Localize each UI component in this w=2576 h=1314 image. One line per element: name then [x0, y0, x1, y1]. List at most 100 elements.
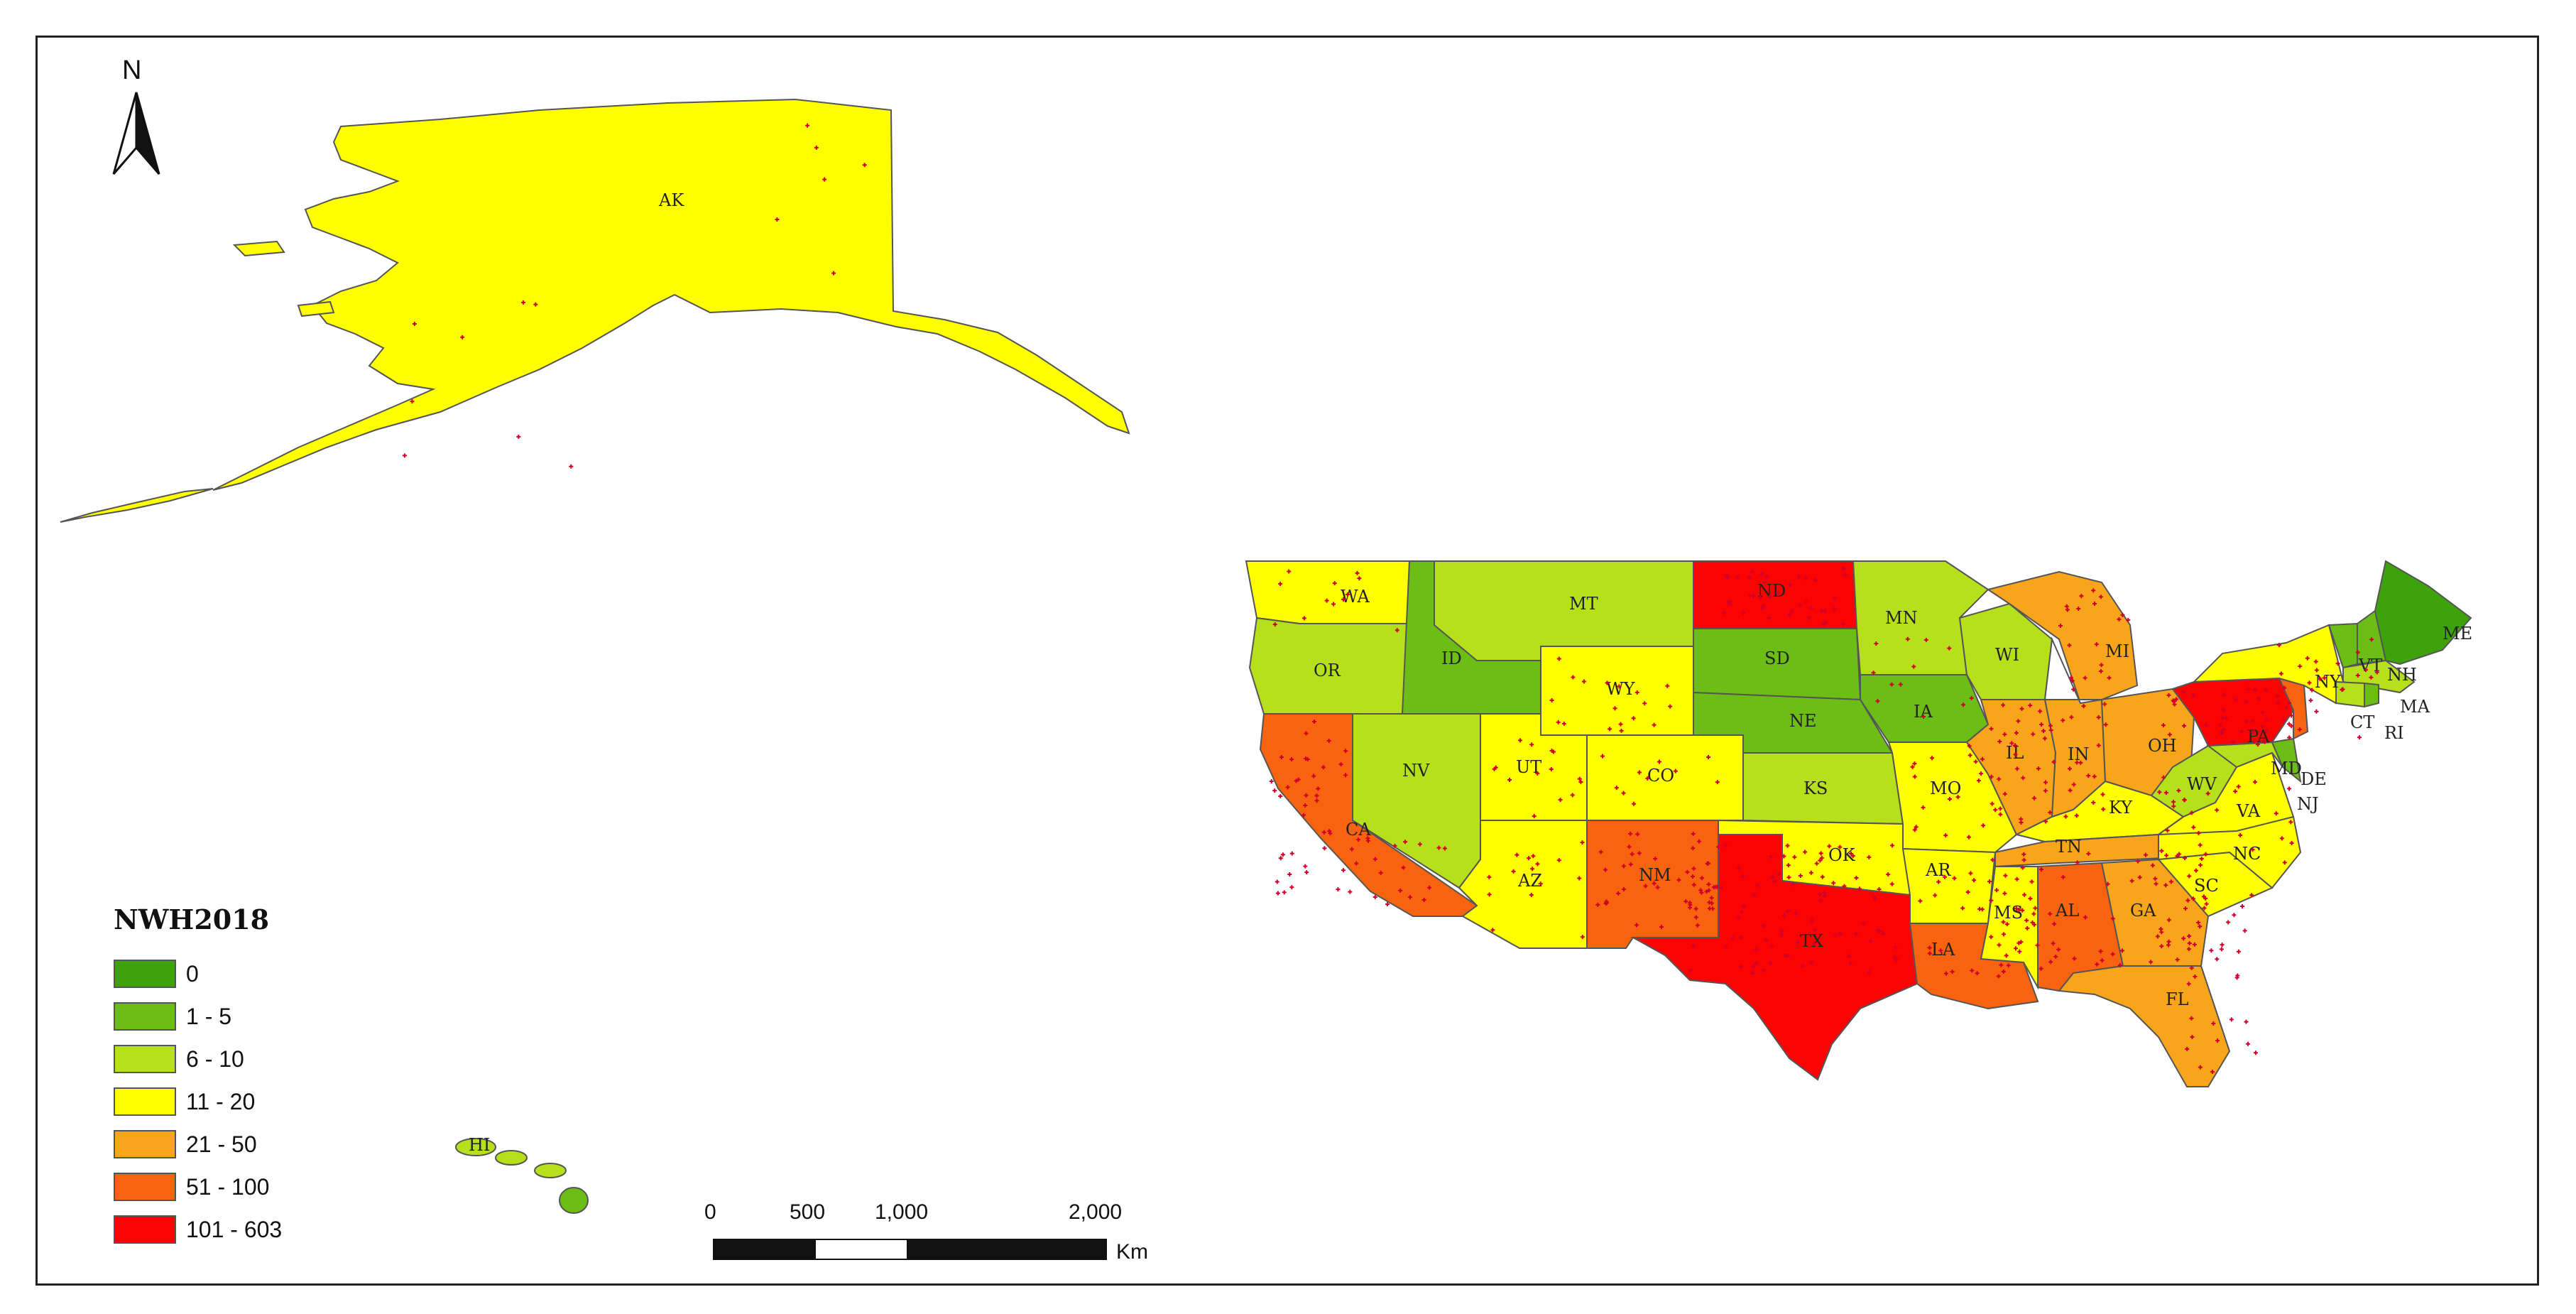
- point-marker: [1403, 840, 1408, 845]
- point-marker: [1301, 813, 1306, 818]
- point-marker: [2001, 920, 2006, 925]
- point-marker: [2215, 957, 2220, 962]
- point-marker: [1967, 744, 1972, 749]
- point-marker: [2105, 881, 2110, 886]
- point-marker: [410, 399, 415, 404]
- point-marker: [1973, 759, 1978, 764]
- point-marker: [2198, 924, 2203, 929]
- point-marker: [1341, 597, 1346, 602]
- point-marker: [1867, 970, 1872, 975]
- point-marker: [2042, 736, 2047, 741]
- point-marker: [2232, 913, 2237, 918]
- point-marker: [1605, 680, 1610, 685]
- point-marker: [2259, 724, 2264, 729]
- point-marker: [2137, 875, 2142, 880]
- point-marker: [1747, 593, 1752, 598]
- point-marker: [2187, 874, 2192, 879]
- point-marker: [2222, 693, 2227, 697]
- point-marker: [1751, 964, 1756, 969]
- point-marker: [2028, 703, 2033, 708]
- point-marker: [1979, 771, 1984, 776]
- point-marker: [1911, 664, 1916, 669]
- point-marker: [1621, 886, 1626, 891]
- point-marker: [1814, 861, 1819, 866]
- point-marker: [2264, 728, 2269, 733]
- point-marker: [2019, 820, 2024, 825]
- point-marker: [2031, 911, 2036, 916]
- point-marker: [1960, 906, 1965, 911]
- point-marker: [1807, 615, 1812, 620]
- point-marker: [1632, 801, 1637, 806]
- point-marker: [2340, 687, 2345, 692]
- point-marker: [1927, 951, 1932, 956]
- point-marker: [2191, 825, 2196, 830]
- point-marker: [1272, 622, 1277, 627]
- point-marker: [1349, 847, 1354, 852]
- point-marker: [1724, 945, 1729, 950]
- point-marker: [1328, 831, 1333, 836]
- point-marker: [1719, 885, 1724, 890]
- alaska-west-islands-shape: [232, 240, 335, 317]
- point-marker: [2226, 920, 2231, 925]
- point-marker: [1767, 615, 1772, 620]
- point-marker: [1538, 881, 1543, 886]
- point-marker: [2252, 779, 2257, 784]
- point-marker: [2067, 766, 2072, 771]
- point-marker: [1905, 636, 1910, 641]
- scale-tick-0: 0: [704, 1200, 716, 1224]
- point-marker: [2051, 941, 2056, 946]
- point-marker: [2159, 930, 2164, 935]
- point-marker: [2110, 916, 2115, 921]
- point-marker: [1776, 591, 1781, 596]
- point-marker: [1612, 706, 1617, 711]
- point-marker: [1314, 793, 1319, 798]
- point-marker: [1754, 948, 1759, 952]
- point-marker: [1721, 610, 1726, 615]
- state-label-mo: MO: [1930, 778, 1961, 798]
- point-marker: [2155, 934, 2160, 939]
- state-label-nv: NV: [1402, 761, 1430, 781]
- point-marker: [1570, 793, 1575, 798]
- point-marker: [1910, 764, 1915, 769]
- point-marker: [1969, 695, 1974, 700]
- point-marker: [1997, 739, 2002, 744]
- point-marker: [2016, 940, 2021, 945]
- point-marker: [2297, 727, 2302, 732]
- point-marker: [1912, 774, 1917, 779]
- point-marker: [1808, 870, 1813, 875]
- point-marker: [2100, 958, 2105, 963]
- point-marker: [1849, 852, 1854, 856]
- point-marker: [2071, 782, 2076, 787]
- point-marker: [1823, 620, 1828, 625]
- point-marker: [1321, 765, 1326, 770]
- point-marker: [2120, 612, 2125, 617]
- point-marker: [2072, 956, 2077, 961]
- point-marker: [1279, 754, 1284, 759]
- point-marker: [2017, 949, 2022, 954]
- point-marker: [1832, 607, 1837, 612]
- state-label-la: LA: [1931, 940, 1955, 960]
- point-marker: [1786, 875, 1791, 880]
- point-marker: [1619, 728, 1624, 733]
- point-marker: [1827, 844, 1832, 849]
- point-marker: [1709, 896, 1714, 901]
- point-marker: [2091, 588, 2096, 593]
- point-marker: [1577, 876, 1582, 881]
- point-marker: [1950, 970, 1955, 974]
- point-marker: [1275, 891, 1280, 896]
- point-marker: [1617, 684, 1622, 689]
- state-label-va: VA: [2236, 801, 2261, 821]
- point-marker: [1832, 596, 1837, 601]
- point-marker: [1578, 780, 1583, 785]
- point-marker: [814, 145, 819, 150]
- point-marker: [1750, 569, 1754, 574]
- point-marker: [1691, 846, 1696, 851]
- north-arrow-icon: [112, 92, 160, 175]
- point-marker: [2204, 722, 2209, 727]
- point-marker: [1803, 849, 1808, 854]
- point-marker: [1754, 883, 1759, 888]
- point-marker: [2186, 982, 2191, 987]
- point-marker: [1697, 839, 1702, 844]
- state-label-ct: CT: [2350, 712, 2374, 732]
- point-marker: [2171, 800, 2176, 805]
